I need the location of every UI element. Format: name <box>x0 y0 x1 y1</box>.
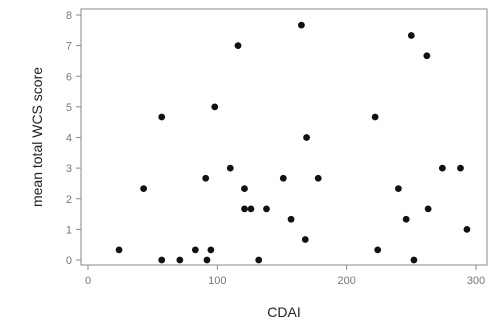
data-points <box>115 21 471 264</box>
x-tick-label: 0 <box>85 275 91 287</box>
data-point <box>241 205 248 213</box>
y-tick-label: 7 <box>66 41 72 53</box>
data-point <box>314 174 322 182</box>
x-tick-label: 300 <box>467 275 485 287</box>
data-point <box>158 113 166 121</box>
data-point <box>301 236 309 243</box>
y-axis-title: mean total WCS score <box>29 67 45 207</box>
data-point <box>395 185 402 193</box>
data-point <box>279 174 287 182</box>
data-point <box>211 103 219 111</box>
data-point <box>226 164 234 172</box>
x-axis-title: CDAI <box>267 304 300 320</box>
data-point <box>424 205 432 213</box>
data-point <box>287 215 295 223</box>
data-point <box>115 246 123 254</box>
data-point <box>191 246 199 254</box>
data-point <box>241 185 248 193</box>
x-tick-label: 200 <box>337 275 355 287</box>
data-point <box>158 256 166 264</box>
y-tick-label: 3 <box>66 163 72 175</box>
x-tick-label: 100 <box>208 275 226 287</box>
data-point <box>140 185 148 193</box>
data-point <box>263 205 270 213</box>
data-point <box>207 246 215 254</box>
data-point <box>423 52 431 60</box>
plot-frame <box>80 8 488 266</box>
y-tick-label: 8 <box>66 10 72 22</box>
data-point <box>407 32 415 39</box>
data-point <box>247 205 255 213</box>
x-axis: 0 100 200 300 <box>85 265 485 287</box>
data-point <box>374 246 382 254</box>
y-tick-label: 6 <box>66 71 72 83</box>
y-axis: 0 1 2 3 4 5 6 7 8 <box>66 10 81 267</box>
data-point <box>438 164 446 172</box>
data-point <box>402 215 410 223</box>
y-tick-label: 4 <box>66 133 72 145</box>
data-point <box>303 134 310 141</box>
y-tick-label: 5 <box>66 102 72 114</box>
y-tick-label: 2 <box>66 194 72 206</box>
data-point <box>234 42 242 50</box>
data-point <box>255 256 263 264</box>
y-tick-label: 0 <box>66 255 72 267</box>
data-point <box>457 164 464 172</box>
data-point <box>371 113 379 121</box>
data-point <box>463 225 471 233</box>
data-point <box>410 256 418 264</box>
data-point <box>202 174 210 182</box>
data-point <box>298 21 305 29</box>
y-tick-label: 1 <box>66 224 72 236</box>
data-point <box>203 256 211 264</box>
data-point <box>176 256 184 264</box>
